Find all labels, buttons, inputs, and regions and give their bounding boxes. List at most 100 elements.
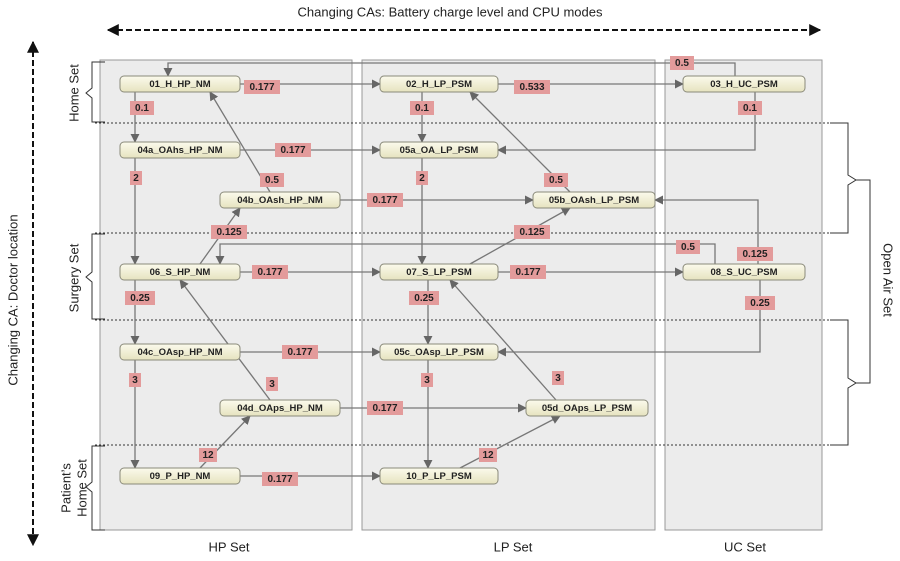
probability-badge xyxy=(260,173,284,187)
state-node xyxy=(219,399,341,417)
transition-probability: 0.25 xyxy=(130,293,150,304)
probability-badge xyxy=(367,193,403,207)
edge xyxy=(654,195,759,264)
probability-badge xyxy=(544,173,568,187)
probability-badge xyxy=(738,101,762,115)
transition-probability: 2 xyxy=(419,173,425,184)
state-label: 05c_OAsp_LP_PSM xyxy=(394,347,484,358)
row-set-label: Surgery Set xyxy=(66,243,81,312)
state-node xyxy=(119,343,241,361)
state-node xyxy=(379,75,499,93)
probability-badge xyxy=(367,401,403,415)
column-set-label: LP Set xyxy=(494,539,533,554)
probability-badge xyxy=(514,80,550,94)
braces xyxy=(85,61,871,531)
edge xyxy=(449,279,557,401)
transition-probability: 0.533 xyxy=(519,82,544,93)
state-node xyxy=(219,191,341,209)
probability-badge xyxy=(479,448,497,462)
transition-probability: 0.177 xyxy=(372,195,397,206)
transition-probability: 12 xyxy=(482,450,494,461)
state-label: 02_H_LP_PSM xyxy=(406,79,472,90)
right-title: Open Air Set xyxy=(881,243,896,317)
state-node xyxy=(119,263,241,281)
column-set-label: HP Set xyxy=(209,539,250,554)
transition-probability: 0.1 xyxy=(135,103,149,114)
transition-probability: 12 xyxy=(202,450,214,461)
probability-badge xyxy=(410,101,434,115)
state-label: 03_H_UC_PSM xyxy=(710,79,778,90)
state-node xyxy=(682,75,806,93)
transition-probability: 0.125 xyxy=(216,227,241,238)
probability-badge xyxy=(211,225,247,239)
transition-probability: 0.177 xyxy=(287,347,312,358)
edge xyxy=(459,415,561,469)
state-label: 04d_OAps_HP_NM xyxy=(237,403,323,414)
probability-badge xyxy=(737,247,773,261)
probability-badge xyxy=(252,265,288,279)
transition-probability: 0.125 xyxy=(742,249,767,260)
state-label: 10_P_LP_PSM xyxy=(406,471,472,482)
edge xyxy=(163,62,736,77)
probability-badge xyxy=(262,472,298,486)
state-label: 06_S_HP_NM xyxy=(150,267,211,278)
probability-badge xyxy=(282,345,318,359)
transition-probability: 3 xyxy=(555,373,561,384)
transition-probability: 0.125 xyxy=(519,227,544,238)
state-label: 09_P_HP_NM xyxy=(150,471,211,482)
transition-probability: 0.177 xyxy=(249,82,274,93)
state-label: 07_S_LP_PSM xyxy=(406,267,472,278)
state-label: 05b_OAsh_LP_PSM xyxy=(549,195,639,206)
state-label: 05a_OA_LP_PSM xyxy=(400,145,479,156)
transition-probability: 0.1 xyxy=(743,103,757,114)
probability-badge xyxy=(130,171,142,185)
state-label: 08_S_UC_PSM xyxy=(710,267,777,278)
probability-badge xyxy=(552,371,564,385)
transition-probability: 0.177 xyxy=(515,267,540,278)
probability-badge xyxy=(129,373,141,387)
probability-badge xyxy=(409,291,439,305)
state-node xyxy=(379,343,499,361)
transition-probability: 0.177 xyxy=(372,403,397,414)
state-node xyxy=(379,263,499,281)
transition-probability: 3 xyxy=(132,375,138,386)
transition-probability: 2 xyxy=(133,173,139,184)
row-set-label: Home Set xyxy=(66,64,81,122)
transition-probability: 0.177 xyxy=(267,474,292,485)
transition-probability: 0.25 xyxy=(750,298,770,309)
probability-badge xyxy=(670,56,694,70)
probability-badge xyxy=(130,101,154,115)
state-node xyxy=(119,467,241,485)
transition-probability: 3 xyxy=(269,379,275,390)
probability-badge xyxy=(275,143,311,157)
probability-badge xyxy=(510,265,546,279)
state-label: 01_H_HP_NM xyxy=(149,79,210,90)
column-set-label: UC Set xyxy=(724,539,766,554)
probability-badge xyxy=(676,240,700,254)
row-set-label: Patient’s xyxy=(58,463,73,513)
probability-badge xyxy=(421,373,433,387)
state-node xyxy=(379,141,499,159)
transition-probability: 0.5 xyxy=(681,242,695,253)
transition-probability: 0.177 xyxy=(257,267,282,278)
state-node xyxy=(379,467,499,485)
transition-probability: 0.177 xyxy=(280,145,305,156)
state-node xyxy=(682,263,806,281)
state-node xyxy=(525,399,649,417)
row-set-label: Home Set xyxy=(74,459,89,517)
top-title: Changing CAs: Battery charge level and C… xyxy=(298,4,603,19)
state-label: 05d_OAps_LP_PSM xyxy=(542,403,632,414)
probability-badge xyxy=(266,377,278,391)
state-node xyxy=(532,191,656,209)
state-node xyxy=(119,141,241,159)
transition-probability: 3 xyxy=(424,375,430,386)
state-label: 04a_OAhs_HP_NM xyxy=(137,145,222,156)
transition-probability: 0.5 xyxy=(549,175,563,186)
state-node xyxy=(119,75,241,93)
probability-badge xyxy=(416,171,428,185)
probability-badge xyxy=(745,296,775,310)
probability-badge xyxy=(244,80,280,94)
transition-probability: 0.25 xyxy=(414,293,434,304)
edge xyxy=(215,243,716,265)
